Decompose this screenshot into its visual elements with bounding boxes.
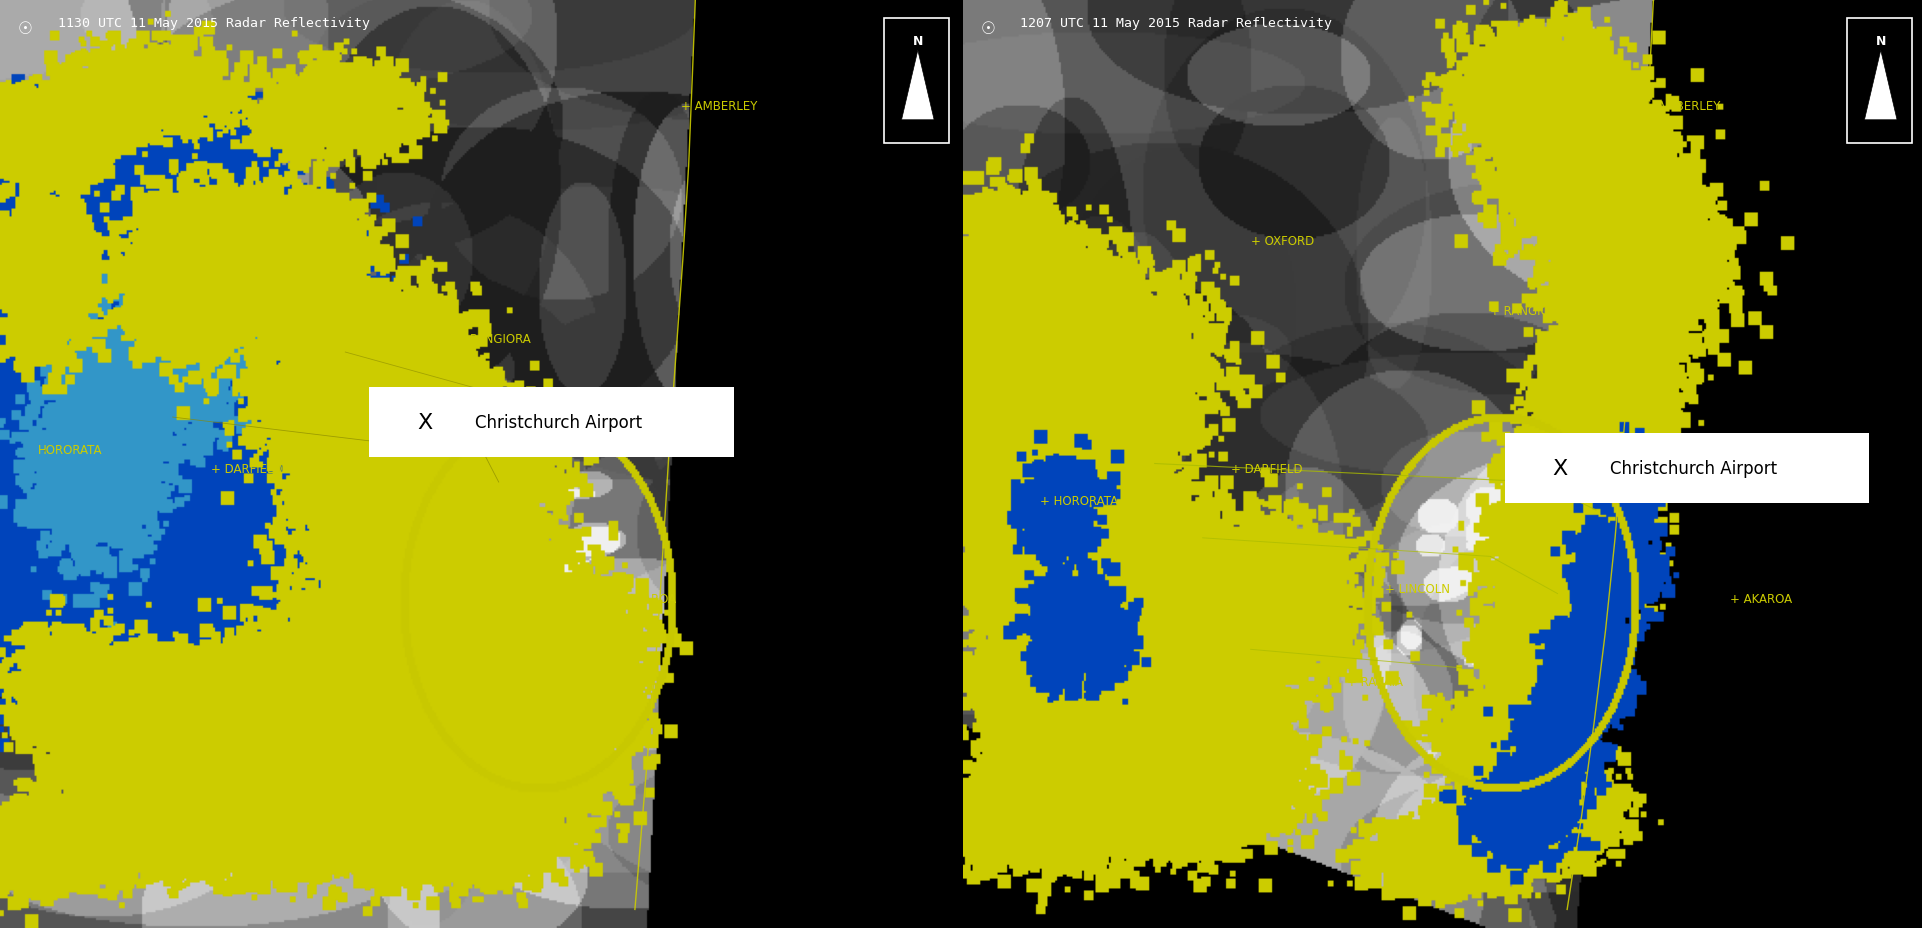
Text: + OXFORD: + OXFORD — [1251, 235, 1315, 248]
Text: + DARFIELD: + DARFIELD — [211, 462, 283, 475]
FancyBboxPatch shape — [369, 388, 734, 457]
Text: + RAKAIA: + RAKAIA — [1347, 676, 1403, 689]
Text: N: N — [1876, 35, 1885, 48]
Text: + AKAROA: + AKAROA — [1730, 592, 1793, 605]
Polygon shape — [901, 51, 934, 121]
Text: + LINCOLN: + LINCOLN — [1386, 583, 1449, 596]
FancyBboxPatch shape — [1847, 19, 1912, 144]
Text: 1130 UTC 11 May 2015 Radar Reflectivity: 1130 UTC 11 May 2015 Radar Reflectivity — [58, 17, 369, 30]
Text: CITY: CITY — [471, 509, 496, 522]
Text: + AKAROA: + AKAROA — [613, 592, 677, 605]
Text: X: X — [417, 412, 432, 432]
Text: + OXFORD: + OXFORD — [173, 235, 236, 248]
Text: + HORORATA: + HORORATA — [1040, 495, 1119, 508]
Text: Christchurch Airport: Christchurch Airport — [1611, 459, 1778, 478]
Text: X: X — [1553, 458, 1568, 479]
Text: ☉: ☉ — [17, 20, 33, 38]
Polygon shape — [1864, 51, 1897, 121]
Text: ☉: ☉ — [980, 20, 996, 38]
Text: + RANGIORA: + RANGIORA — [1490, 304, 1566, 317]
FancyBboxPatch shape — [884, 19, 949, 144]
Text: + DARFIELD: + DARFIELD — [1232, 462, 1303, 475]
Text: N: N — [913, 35, 923, 48]
Text: CITY: CITY — [1490, 509, 1516, 522]
Text: HORORATA: HORORATA — [38, 444, 104, 457]
Text: RANGIORA: RANGIORA — [471, 332, 532, 345]
Text: + AMBERLEY: + AMBERLEY — [680, 100, 757, 113]
Text: Christchurch Airport: Christchurch Airport — [475, 413, 642, 432]
Text: 1207 UTC 11 May 2015 Radar Reflectivity: 1207 UTC 11 May 2015 Radar Reflectivity — [1021, 17, 1332, 30]
Text: + AMBERLEY: + AMBERLEY — [1643, 100, 1720, 113]
FancyBboxPatch shape — [1505, 434, 1870, 503]
